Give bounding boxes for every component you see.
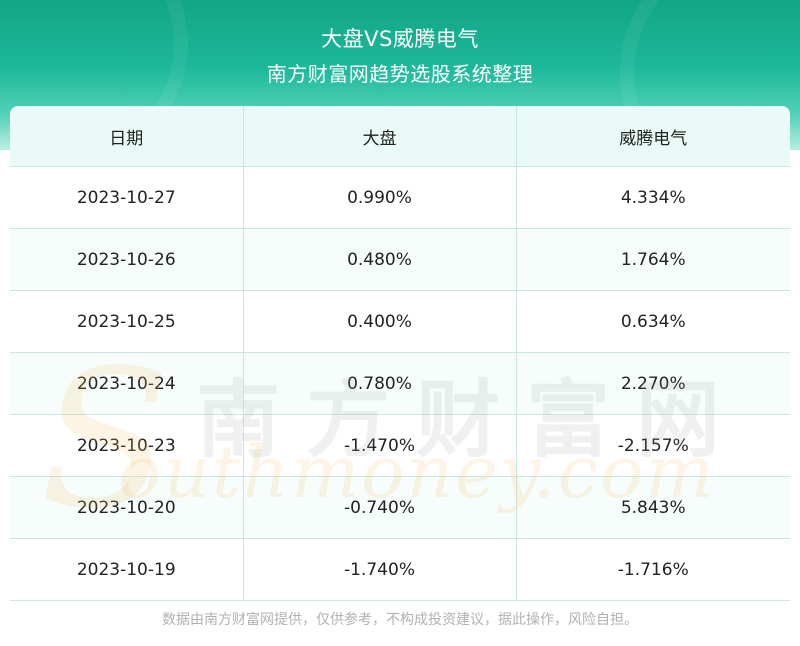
cell-stock-change: 5.843% [516, 476, 790, 539]
table-row: 2023-10-19 -1.740% -1.716% [10, 538, 790, 601]
cell-date: 2023-10-25 [10, 290, 244, 353]
table-header-row: 日期 大盘 威腾电气 [10, 106, 790, 167]
comparison-table: 日期 大盘 威腾电气 2023-10-27 0.990% 4.334% 2023… [10, 106, 790, 601]
cell-date: 2023-10-24 [10, 352, 244, 415]
cell-stock-change: 0.634% [516, 290, 790, 353]
page-subtitle: 南方财富网趋势选股系统整理 [266, 62, 534, 86]
table-row: 2023-10-20 -0.740% 5.843% [10, 476, 790, 539]
cell-stock-change: 2.270% [516, 352, 790, 415]
cell-market-change: 0.990% [243, 166, 517, 229]
column-header-stock: 威腾电气 [516, 106, 790, 167]
cell-market-change: -1.740% [243, 538, 517, 601]
cell-stock-change: 4.334% [516, 166, 790, 229]
cell-date: 2023-10-26 [10, 228, 244, 291]
cell-stock-change: -1.716% [516, 538, 790, 601]
cell-market-change: 0.780% [243, 352, 517, 415]
column-header-date: 日期 [10, 106, 244, 167]
footer-disclaimer: 数据由南方财富网提供，仅供参考，不构成投资建议，据此操作，风险自担。 [162, 612, 638, 628]
cell-market-change: 0.480% [243, 228, 517, 291]
table-row: 2023-10-24 0.780% 2.270% [10, 352, 790, 415]
cell-stock-change: -2.157% [516, 414, 790, 477]
cell-market-change: -0.740% [243, 476, 517, 539]
cell-date: 2023-10-20 [10, 476, 244, 539]
table-row: 2023-10-26 0.480% 1.764% [10, 228, 790, 291]
cell-market-change: -1.470% [243, 414, 517, 477]
data-table-card: 日期 大盘 威腾电气 2023-10-27 0.990% 4.334% 2023… [10, 106, 790, 602]
cell-date: 2023-10-27 [10, 166, 244, 229]
table-row: 2023-10-25 0.400% 0.634% [10, 290, 790, 353]
cell-date: 2023-10-19 [10, 538, 244, 601]
page-title: 大盘VS威腾电气 [321, 27, 479, 51]
cell-market-change: 0.400% [243, 290, 517, 353]
table-row: 2023-10-23 -1.470% -2.157% [10, 414, 790, 477]
cell-date: 2023-10-23 [10, 414, 244, 477]
column-header-market: 大盘 [243, 106, 517, 167]
table-row: 2023-10-27 0.990% 4.334% [10, 166, 790, 229]
cell-stock-change: 1.764% [516, 228, 790, 291]
